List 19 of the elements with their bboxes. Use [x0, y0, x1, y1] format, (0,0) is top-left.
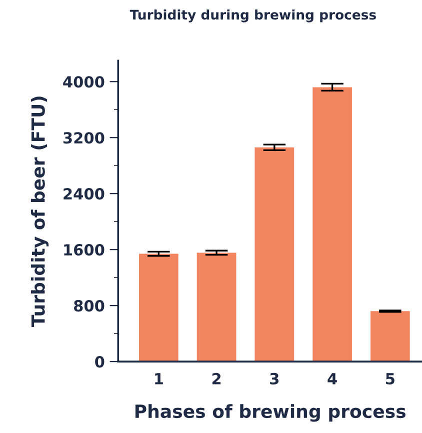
y-axis-title: Turbidity of beer (FTU)	[30, 96, 49, 327]
bar	[254, 147, 294, 362]
x-tick-label: 3	[270, 372, 279, 384]
chart-title: Turbidity during brewing process	[130, 9, 376, 22]
x-tick-label: 2	[212, 372, 221, 384]
x-tick-label: 4	[328, 373, 337, 384]
y-tick-label: 3200	[63, 132, 104, 144]
bar	[312, 87, 352, 362]
bar	[196, 252, 236, 362]
x-tick-label: 1	[155, 373, 163, 384]
bar	[370, 311, 410, 362]
y-tick-label: 0	[95, 356, 104, 368]
x-axis-title: Phases of brewing process	[135, 404, 406, 422]
y-tick-label: 1600	[64, 244, 104, 256]
y-tick-label: 2400	[64, 188, 104, 200]
y-tick-label: 4000	[63, 76, 104, 88]
x-tick-label: 5	[386, 373, 394, 384]
bar	[138, 254, 178, 362]
y-tick-label: 800	[74, 300, 104, 312]
